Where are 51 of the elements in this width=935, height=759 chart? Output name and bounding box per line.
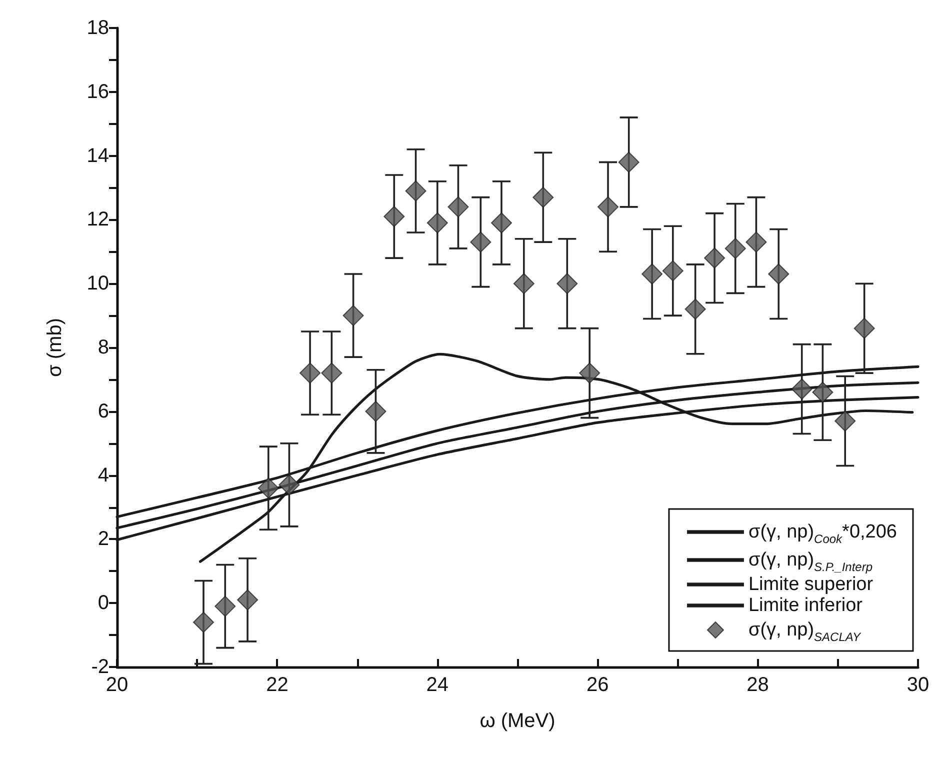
point (300, 362, 321, 384)
point (768, 264, 790, 285)
point (532, 186, 554, 208)
x-tick-label: 24 (426, 674, 449, 696)
y-tick-label: 8 (98, 336, 109, 358)
y-tick-label: 12 (86, 208, 109, 231)
point (684, 298, 706, 320)
legend-label: Limite inferior (748, 595, 864, 616)
point (321, 362, 342, 384)
point (556, 273, 578, 294)
x-tick-label: 22 (266, 674, 288, 696)
point (384, 206, 405, 228)
point (365, 400, 386, 422)
point (448, 196, 469, 218)
y-tick-label: 2 (98, 528, 109, 550)
point (724, 238, 746, 259)
y-tick-label: 16 (86, 80, 109, 103)
point (618, 152, 640, 173)
point (834, 410, 856, 432)
point (662, 260, 684, 282)
y-tick-label: 18 (86, 17, 109, 39)
x-axis-title: ω (MeV) (480, 710, 556, 732)
point (342, 305, 364, 326)
point (579, 362, 600, 384)
point (704, 248, 726, 269)
point (490, 212, 512, 234)
x-tick-label: 28 (746, 674, 769, 696)
point (258, 478, 279, 499)
legend-label: Limite superior (748, 574, 874, 595)
y-tick-label: 14 (86, 144, 109, 167)
y-axis-title: σ (mb) (44, 318, 66, 378)
y-tick-label: 6 (98, 400, 109, 422)
point (214, 596, 236, 617)
point (470, 232, 492, 253)
y-tick-label: 10 (86, 272, 109, 295)
point (812, 382, 834, 403)
x-tick-label: 26 (586, 674, 609, 696)
y-tick-label: 0 (98, 592, 109, 614)
point (405, 180, 426, 202)
y-tick-label: 4 (98, 464, 109, 486)
point (426, 212, 448, 234)
x-tick-label: 30 (906, 674, 930, 696)
point (746, 232, 767, 253)
point (193, 612, 214, 633)
point (791, 378, 812, 400)
point (598, 196, 619, 218)
point (513, 273, 534, 294)
point (278, 474, 300, 496)
point (237, 589, 258, 610)
point (642, 264, 663, 285)
point (854, 318, 875, 339)
